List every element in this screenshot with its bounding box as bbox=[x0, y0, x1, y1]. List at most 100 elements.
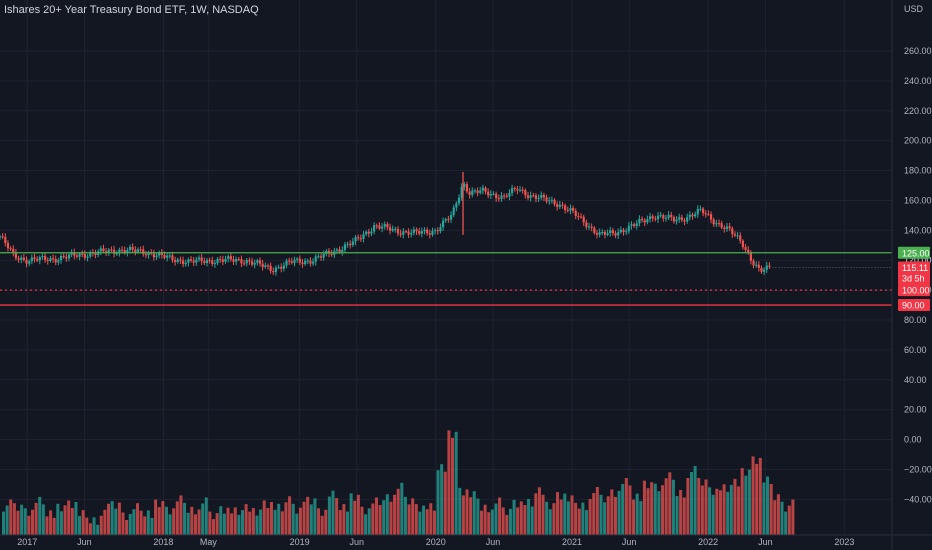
x-tick-label: Jun bbox=[622, 537, 637, 547]
candle-body bbox=[20, 257, 23, 260]
candle-body bbox=[163, 255, 166, 258]
candle-body bbox=[290, 261, 293, 263]
volume-bar bbox=[30, 509, 34, 535]
volume-bar bbox=[403, 496, 407, 535]
candle-body bbox=[306, 260, 309, 262]
volume-bar bbox=[353, 500, 357, 535]
candle-body bbox=[341, 249, 344, 252]
candle-body bbox=[510, 188, 514, 194]
candle-body bbox=[537, 197, 540, 199]
candle-body bbox=[508, 193, 511, 197]
candle-body bbox=[126, 249, 129, 253]
candle-body bbox=[593, 227, 596, 234]
volume-bar bbox=[646, 488, 650, 535]
candle-body bbox=[627, 225, 630, 232]
volume-bar bbox=[574, 502, 578, 535]
candle-body bbox=[524, 190, 527, 196]
candle-body bbox=[298, 258, 301, 263]
candle-body bbox=[571, 208, 575, 211]
candle-body bbox=[436, 230, 439, 232]
candle-body bbox=[399, 233, 402, 235]
candle-body bbox=[17, 258, 20, 260]
volume-bar bbox=[382, 500, 386, 535]
volume-bar bbox=[85, 517, 89, 535]
candle-body bbox=[351, 241, 354, 246]
volume-bar bbox=[650, 482, 654, 535]
candle-body bbox=[739, 235, 742, 241]
volume-bar bbox=[150, 517, 154, 535]
volume-bar bbox=[309, 504, 313, 535]
axis-currency: USD bbox=[904, 4, 924, 14]
candle-body bbox=[500, 195, 503, 200]
level-label: 90.00 bbox=[902, 301, 925, 311]
candle-body bbox=[505, 195, 508, 197]
candle-body bbox=[725, 226, 729, 230]
volume-bar bbox=[508, 508, 512, 535]
volume-bar bbox=[679, 490, 683, 535]
volume-bar bbox=[744, 475, 748, 535]
candle-body bbox=[585, 222, 588, 228]
current-price-countdown: 3d 5h bbox=[902, 274, 925, 284]
volume-bar bbox=[248, 511, 252, 535]
candle-body bbox=[346, 243, 349, 245]
candle-body bbox=[529, 195, 532, 198]
volume-bar bbox=[422, 505, 426, 535]
volume-bar bbox=[135, 503, 139, 535]
volume-bar bbox=[632, 499, 636, 535]
candle-body bbox=[51, 258, 55, 260]
volume-bar bbox=[302, 501, 306, 535]
candle-body bbox=[67, 254, 71, 259]
candle-body bbox=[643, 220, 646, 223]
candle-body bbox=[423, 229, 426, 232]
candle-body bbox=[44, 255, 47, 260]
candle-body bbox=[696, 208, 699, 215]
candle-body bbox=[441, 220, 445, 228]
volume-bar bbox=[628, 485, 632, 535]
volume-bar bbox=[747, 469, 751, 535]
volume-bar bbox=[197, 509, 201, 535]
candle-body bbox=[656, 215, 660, 220]
candle-body bbox=[49, 258, 52, 262]
candle-body bbox=[532, 195, 535, 197]
volume-bar bbox=[371, 503, 375, 535]
candle-body bbox=[83, 254, 87, 258]
candle-body bbox=[558, 204, 561, 207]
volume-bar bbox=[657, 491, 661, 535]
volume-bar bbox=[559, 499, 563, 535]
candle-body bbox=[447, 219, 450, 221]
volume-bar bbox=[273, 509, 277, 535]
candle-body bbox=[192, 260, 195, 263]
candle-body bbox=[691, 214, 694, 217]
volume-bar bbox=[715, 488, 719, 535]
candle-body bbox=[335, 249, 339, 251]
candle-body bbox=[22, 257, 25, 260]
volume-bar bbox=[125, 520, 129, 535]
volume-bar bbox=[81, 510, 85, 535]
candle-body bbox=[747, 249, 750, 253]
volume-bar bbox=[740, 468, 744, 535]
candle-body bbox=[232, 259, 235, 262]
candle-body bbox=[354, 237, 357, 242]
volume-bar bbox=[411, 498, 415, 535]
candle-body bbox=[516, 188, 519, 191]
candle-body bbox=[36, 259, 39, 261]
volume-bar bbox=[110, 501, 114, 535]
volume-bar bbox=[335, 498, 339, 535]
volume-bar bbox=[780, 501, 784, 535]
y-tick-label: 160.00 bbox=[904, 195, 932, 205]
x-tick-label: 2021 bbox=[562, 537, 582, 547]
candle-body bbox=[465, 184, 469, 192]
candle-body bbox=[479, 190, 482, 193]
candle-body bbox=[54, 259, 57, 263]
candle-body bbox=[155, 255, 158, 258]
candle-body bbox=[168, 255, 171, 257]
candle-body bbox=[208, 260, 211, 262]
candle-body bbox=[107, 249, 110, 253]
volume-bar bbox=[67, 500, 71, 535]
candle-body bbox=[396, 228, 400, 234]
candle-body bbox=[704, 213, 707, 215]
candle-body bbox=[574, 210, 577, 217]
volume-bar bbox=[512, 499, 516, 535]
volume-bar bbox=[661, 485, 665, 535]
